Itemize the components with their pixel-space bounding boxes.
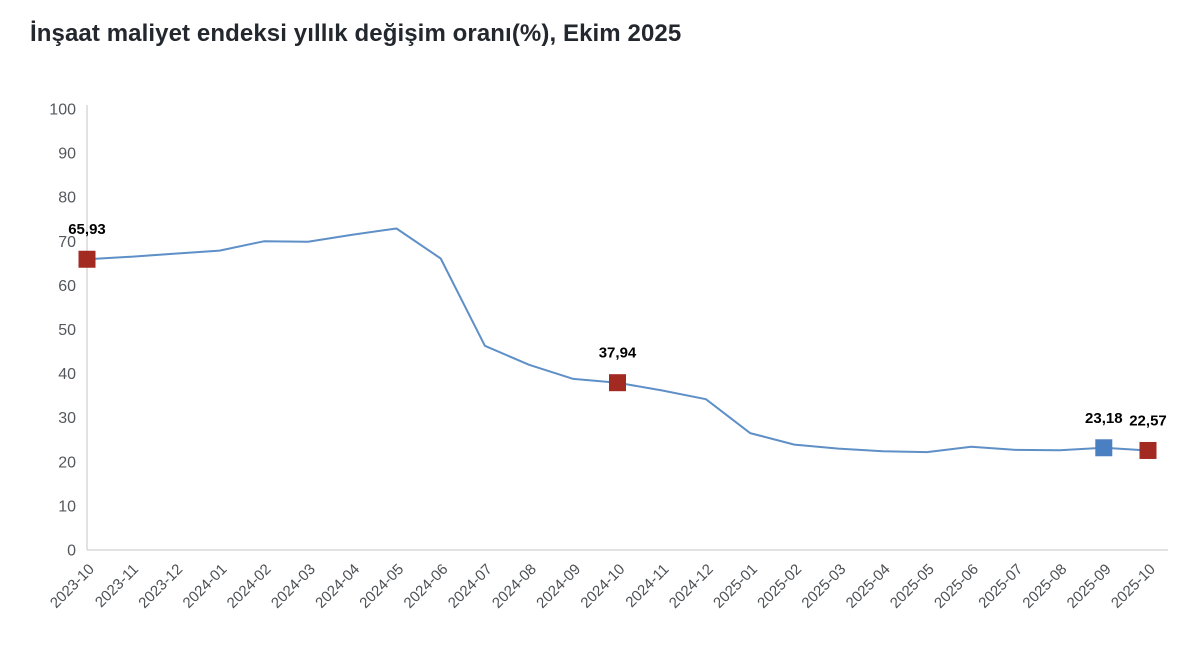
x-axis-tick-label: 2024-11	[622, 561, 672, 611]
y-axis-tick-label: 60	[58, 278, 76, 295]
x-axis-tick-label: 2024-05	[356, 561, 407, 612]
x-axis-tick-label: 2024-07	[445, 561, 496, 612]
data-point-marker[interactable]	[78, 250, 96, 268]
data-point-marker[interactable]	[1139, 441, 1157, 459]
y-axis-tick-label: 10	[58, 498, 76, 515]
x-axis-tick-label: 2024-09	[533, 561, 584, 612]
x-axis-tick-label: 2024-12	[666, 561, 717, 612]
x-axis-tick-label: 2024-02	[224, 561, 275, 612]
y-axis-tick-label: 40	[58, 366, 76, 383]
x-axis-tick-label: 2024-04	[312, 561, 363, 612]
data-point-label: 23,18	[1085, 410, 1123, 427]
y-axis-tick-label: 100	[49, 102, 76, 119]
x-axis-tick-label: 2025-09	[1064, 561, 1115, 612]
y-axis-tick-label: 50	[58, 322, 76, 339]
x-axis-tick-label: 2025-07	[975, 561, 1026, 612]
y-axis-tick-label: 70	[58, 234, 76, 251]
data-point-label: 37,94	[599, 345, 637, 362]
x-axis-tick-label: 2024-10	[577, 561, 628, 612]
x-axis-tick-label: 2025-01	[710, 561, 761, 612]
x-axis-tick-label: 2025-10	[1108, 561, 1159, 612]
x-axis-tick-label: 2024-01	[179, 561, 230, 612]
y-axis-tick-label: 80	[58, 190, 76, 207]
x-axis-tick-label: 2024-06	[401, 561, 452, 612]
x-axis-tick-label: 2024-08	[489, 561, 540, 612]
chart-title: İnşaat maliyet endeksi yıllık değişim or…	[30, 20, 682, 47]
y-axis-tick-label: 20	[58, 454, 76, 471]
x-axis-tick-label: 2025-03	[798, 561, 849, 612]
data-point-label: 22,57	[1129, 412, 1167, 429]
x-axis-tick-label: 2023-12	[135, 561, 186, 612]
data-point-label: 65,93	[68, 221, 106, 238]
y-axis-tick-label: 30	[58, 410, 76, 427]
data-point-marker[interactable]	[1095, 439, 1113, 457]
x-axis-tick-label: 2024-03	[268, 561, 319, 612]
y-axis-tick-label: 0	[67, 543, 76, 560]
x-axis-tick-label: 2023-10	[47, 561, 98, 612]
data-point-marker[interactable]	[609, 374, 626, 392]
x-axis-tick-label: 2025-02	[754, 561, 805, 612]
y-axis-tick-label: 90	[58, 146, 76, 163]
x-axis-tick-label: 2025-06	[931, 561, 982, 612]
x-axis-tick-label: 2025-08	[1019, 561, 1070, 612]
data-series-line	[86, 227, 1149, 454]
x-axis-tick-label: 2025-05	[887, 561, 938, 612]
x-axis-tick-label: 2025-04	[843, 561, 894, 612]
x-axis-tick-label: 2023-11	[92, 561, 142, 611]
